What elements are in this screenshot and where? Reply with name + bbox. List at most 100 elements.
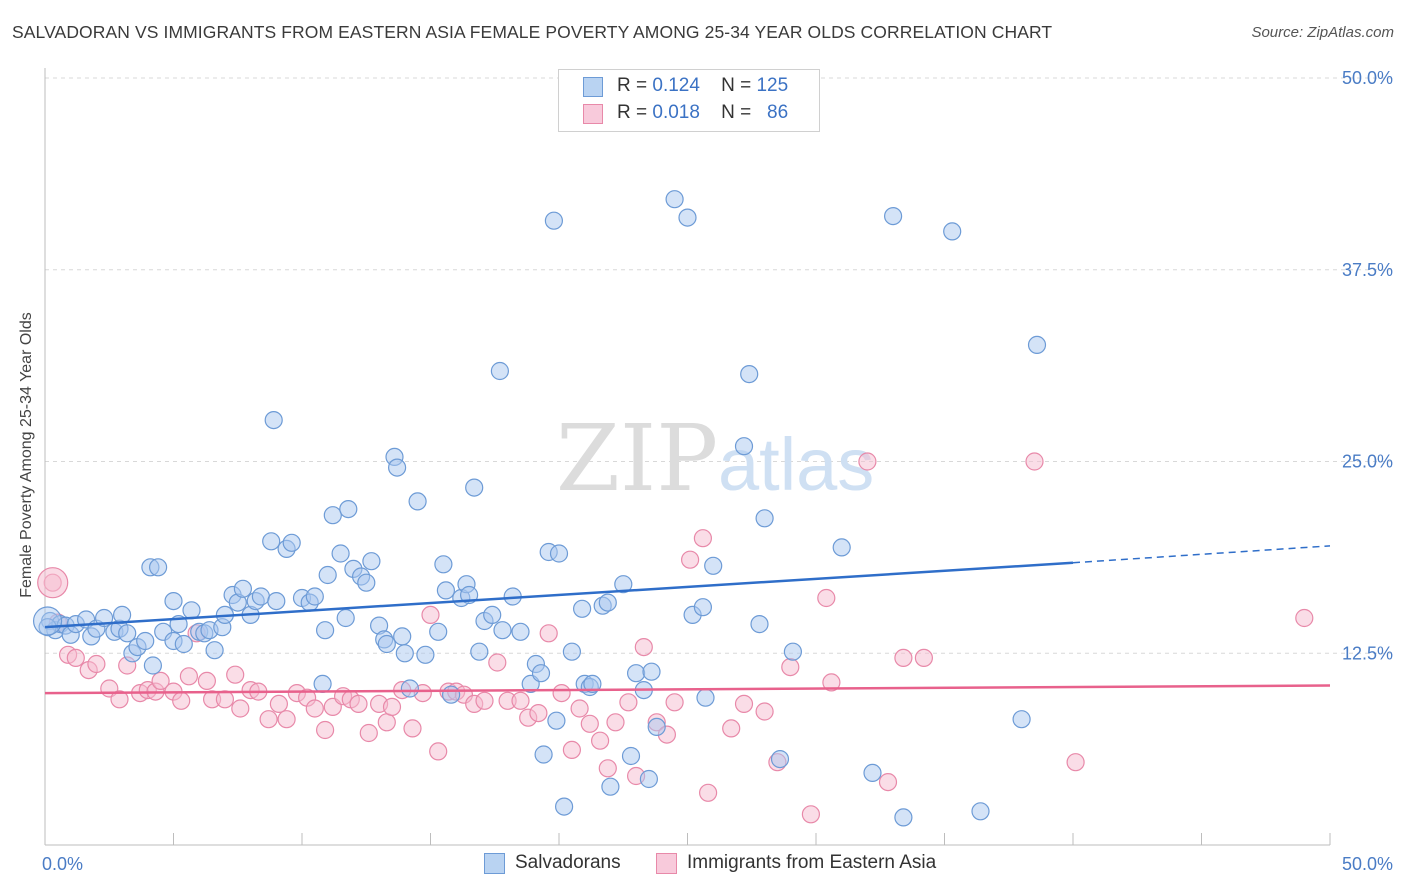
- data-point-immigrants: [259, 710, 278, 729]
- data-point-immigrants: [822, 673, 841, 692]
- data-point-immigrants: [755, 702, 774, 721]
- data-point-immigrants: [110, 690, 129, 709]
- bottom-legend-label: Immigrants from Eastern Asia: [687, 852, 937, 873]
- data-point-salvadorans: [1027, 335, 1047, 354]
- data-point-salvadorans: [470, 642, 489, 661]
- series-immigrants-points: [37, 452, 1314, 824]
- data-point-salvadorans: [531, 664, 551, 683]
- legend-n-label: N =: [721, 102, 752, 123]
- data-point-salvadorans: [704, 556, 723, 575]
- data-point-salvadorans: [549, 544, 569, 563]
- data-point-salvadorans: [32, 606, 63, 636]
- data-point-immigrants: [878, 772, 898, 792]
- data-point-salvadorans: [971, 802, 990, 821]
- data-point-immigrants: [231, 699, 250, 718]
- data-point-immigrants: [858, 452, 877, 471]
- data-point-immigrants: [87, 654, 106, 674]
- data-point-salvadorans: [601, 777, 620, 796]
- data-point-immigrants: [817, 588, 836, 608]
- data-point-salvadorans: [740, 365, 759, 384]
- data-point-immigrants: [66, 648, 85, 668]
- data-point-immigrants: [1295, 608, 1314, 628]
- data-point-salvadorans: [734, 437, 754, 456]
- data-point-immigrants: [914, 648, 934, 668]
- data-point-salvadorans: [118, 624, 137, 643]
- data-point-salvadorans: [233, 579, 252, 598]
- data-point-immigrants: [377, 713, 396, 732]
- data-point-salvadorans: [598, 593, 617, 612]
- data-point-salvadorans: [511, 622, 530, 641]
- data-point-salvadorans: [490, 361, 509, 381]
- data-point-salvadorans: [429, 622, 448, 641]
- legend-r-value: 0.124: [652, 75, 700, 96]
- data-point-immigrants: [598, 759, 617, 778]
- data-point-salvadorans: [547, 711, 566, 730]
- bottom-legend-label: Salvadorans: [515, 852, 621, 873]
- data-point-salvadorans: [434, 555, 453, 574]
- data-point-salvadorans: [883, 207, 903, 226]
- data-point-salvadorans: [534, 745, 553, 764]
- chart-title: SALVADORAN VS IMMIGRANTS FROM EASTERN AS…: [12, 22, 1053, 42]
- x-tick-label: 50.0%: [1342, 854, 1393, 874]
- data-point-salvadorans: [323, 506, 342, 525]
- data-point-salvadorans: [755, 509, 774, 528]
- data-point-immigrants: [781, 657, 800, 677]
- data-point-salvadorans: [262, 532, 281, 551]
- data-point-immigrants: [570, 699, 589, 718]
- data-point-salvadorans: [647, 717, 666, 737]
- data-point-immigrants: [215, 690, 234, 709]
- data-point-salvadorans: [339, 500, 358, 519]
- data-point-immigrants: [197, 671, 216, 691]
- data-point-immigrants: [665, 693, 684, 712]
- data-point-salvadorans: [282, 533, 301, 552]
- data-point-salvadorans: [678, 208, 697, 227]
- data-point-salvadorans: [562, 642, 582, 661]
- data-point-immigrants: [552, 683, 571, 703]
- y-tick-label: 50.0%: [1342, 68, 1393, 88]
- legend-r-value: 0.018: [652, 102, 700, 123]
- data-point-salvadorans: [493, 621, 512, 640]
- data-point-immigrants: [179, 667, 198, 686]
- data-point-immigrants: [693, 529, 713, 548]
- data-point-immigrants: [539, 624, 558, 643]
- data-point-salvadorans: [483, 605, 502, 625]
- data-point-immigrants: [305, 699, 324, 718]
- data-point-salvadorans: [693, 598, 713, 617]
- data-point-salvadorans: [149, 558, 168, 577]
- data-point-immigrants: [359, 723, 378, 743]
- data-point-salvadorans: [626, 664, 646, 683]
- legend-swatch-blue: [583, 77, 603, 97]
- data-point-immigrants: [801, 805, 821, 824]
- data-point-immigrants: [488, 653, 507, 672]
- trend-line-salvadorans: [44, 561, 1074, 629]
- data-point-salvadorans: [621, 746, 641, 766]
- data-point-salvadorans: [388, 458, 407, 477]
- data-point-salvadorans: [267, 591, 286, 611]
- data-point-salvadorans: [436, 581, 455, 600]
- data-point-immigrants: [634, 637, 653, 657]
- data-point-salvadorans: [400, 679, 419, 698]
- data-point-immigrants: [894, 648, 913, 668]
- data-point-immigrants: [680, 550, 700, 569]
- data-point-immigrants: [606, 713, 625, 732]
- data-point-salvadorans: [331, 544, 350, 563]
- axes: [44, 68, 1331, 846]
- data-point-salvadorans: [136, 631, 155, 651]
- data-point-immigrants: [429, 742, 448, 761]
- source-label: Source: ZipAtlas.com: [1251, 24, 1394, 41]
- watermark-zip: ZIP: [556, 405, 718, 512]
- data-point-salvadorans: [665, 190, 684, 209]
- gridlines: [45, 77, 1392, 654]
- data-point-immigrants: [277, 710, 296, 729]
- legend-swatch-pink: [583, 104, 603, 124]
- data-point-immigrants: [316, 720, 335, 740]
- data-point-immigrants: [421, 605, 440, 625]
- y-tick-label: 12.5%: [1342, 643, 1393, 663]
- data-point-salvadorans: [205, 641, 224, 660]
- data-point-salvadorans: [442, 685, 461, 704]
- correlation-legend: R = 0.124 N = 125 R = 0.018 N = 86: [558, 69, 820, 132]
- data-point-immigrants: [511, 691, 530, 710]
- y-tick-label: 37.5%: [1342, 260, 1393, 280]
- data-point-salvadorans: [264, 411, 283, 430]
- data-point-salvadorans: [408, 492, 427, 511]
